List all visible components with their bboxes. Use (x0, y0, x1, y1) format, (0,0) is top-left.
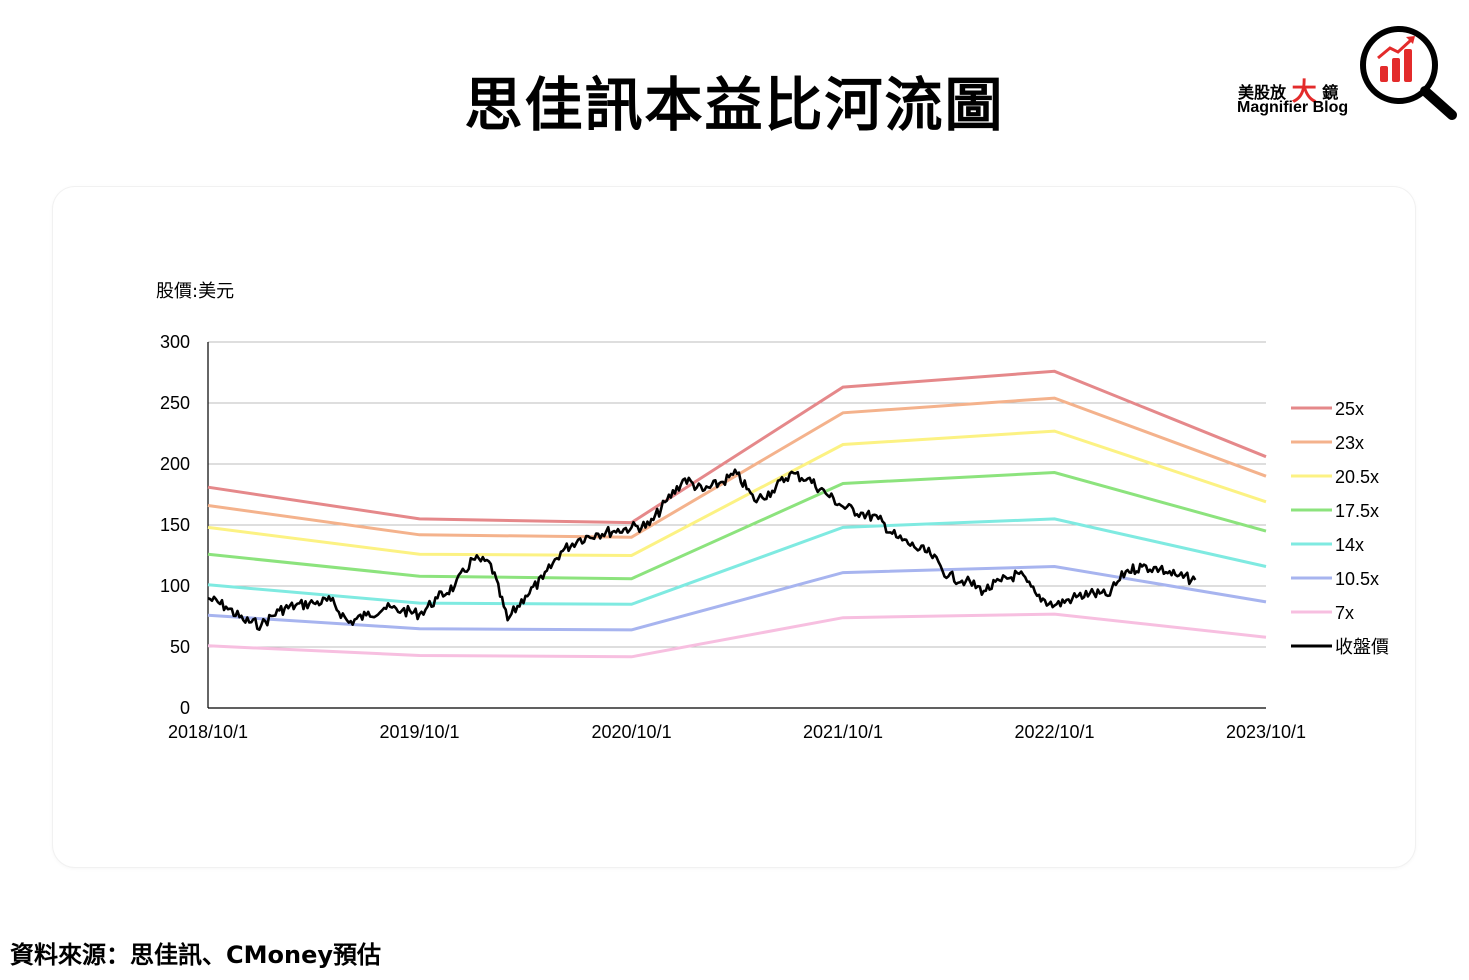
x-tick-label: 2018/10/1 (168, 722, 248, 742)
y-tick-label: 150 (160, 515, 190, 535)
legend-label: 23x (1335, 433, 1364, 453)
pe-band-line (207, 564, 1267, 632)
x-tick-label: 2019/10/1 (379, 722, 459, 742)
legend-label: 7x (1335, 603, 1354, 623)
closing-price-line (207, 468, 1197, 631)
y-tick-label: 0 (180, 698, 190, 718)
legend-label: 14x (1335, 535, 1364, 555)
y-tick-label: 100 (160, 576, 190, 596)
pe-band-line (207, 470, 1267, 581)
legend-label: 25x (1335, 399, 1364, 419)
magnifier-chart-icon (1360, 26, 1457, 120)
legend-label: 收盤價 (1335, 637, 1389, 657)
y-tick-label: 250 (160, 393, 190, 413)
brand-name-accent: 大 (1291, 77, 1317, 106)
brand-name-prefix: 美股放 (1238, 83, 1287, 102)
source-note: 資料來源：思佳訊、CMoney預估 (10, 941, 381, 969)
y-axis-unit-label: 股價:美元 (156, 281, 235, 302)
brand-name-suffix: 鏡 (1322, 83, 1339, 102)
brand-name-cn: 美股放 大 鏡 (1238, 70, 1338, 106)
pe-band-line (207, 369, 1267, 525)
brand-name-en: Magnifier Blog (1237, 99, 1349, 116)
page-title: 思佳訊本益比河流圖 (464, 71, 1005, 139)
pe-band-line (207, 396, 1267, 539)
x-tick-label: 2020/10/1 (592, 722, 672, 742)
x-tick-label: 2023/10/1 (1226, 722, 1306, 742)
x-tick-label: 2022/10/1 (1014, 722, 1094, 742)
legend-label: 17.5x (1335, 501, 1379, 521)
y-tick-label: 300 (160, 332, 190, 352)
legend-label: 20.5x (1335, 467, 1379, 487)
pe-band-line (207, 517, 1267, 606)
x-tick-label: 2021/10/1 (803, 722, 883, 742)
y-tick-label: 200 (160, 454, 190, 474)
legend-label: 10.5x (1335, 569, 1379, 589)
chart-card (53, 187, 1415, 867)
brand-logo-block: 美股放 大 鏡 Magnifier Blog (1228, 22, 1463, 127)
pe-band-line (207, 429, 1267, 558)
y-tick-label: 50 (170, 637, 190, 657)
pe-band-line (207, 612, 1267, 659)
